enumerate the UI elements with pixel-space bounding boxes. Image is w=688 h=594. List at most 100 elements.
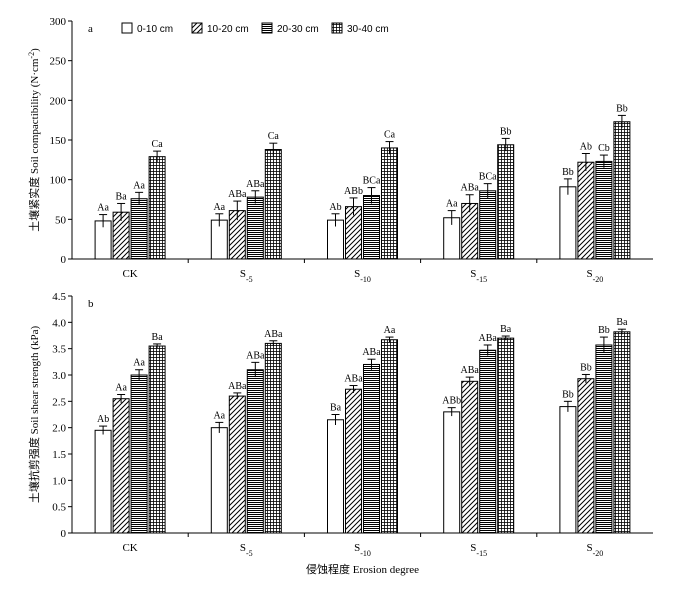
significance-label: Ca: [152, 139, 164, 150]
significance-label: ABa: [228, 381, 247, 392]
x-tick-label: CK: [122, 542, 137, 554]
x-tick-label: S-10: [354, 268, 371, 284]
bar: [613, 121, 631, 260]
significance-label: ABa: [461, 183, 480, 194]
significance-label: ABb: [344, 186, 363, 197]
bar: [148, 345, 166, 534]
y-tick-label: 250: [50, 56, 67, 68]
significance-label: Aa: [213, 410, 225, 421]
y-tick-label: 150: [50, 135, 67, 147]
significance-label: Bb: [616, 103, 628, 114]
x-tick-label: S-10: [354, 542, 371, 558]
bar: [112, 398, 130, 534]
bar: [130, 374, 148, 534]
x-tick-label: CK: [122, 268, 137, 280]
significance-label: Aa: [213, 202, 225, 213]
bar: [210, 427, 228, 534]
panel-label: b: [88, 298, 94, 310]
significance-label: Aa: [133, 180, 145, 191]
x-axis-title: 侵蚀程度 Erosion degree: [306, 562, 419, 576]
significance-label: Bb: [598, 325, 610, 336]
significance-label: BCa: [363, 176, 381, 187]
bar: [497, 337, 515, 534]
bar: [559, 186, 577, 260]
significance-label: ABa: [264, 329, 283, 340]
significance-label: Ba: [330, 403, 342, 414]
significance-label: Ab: [580, 141, 592, 152]
significance-label: Aa: [384, 325, 396, 336]
chart-panel-a: 0 50 100 150 200 250 300 a 土壤紧实度 Soil compactibi…: [27, 16, 653, 284]
significance-label: Aa: [133, 358, 145, 369]
significance-label: ABa: [228, 189, 247, 200]
significance-label: ABa: [461, 365, 480, 376]
y-tick-label: 2.0: [52, 423, 66, 435]
bar: [577, 161, 595, 260]
chart-panel-b: 0 0.5 1.0 1.5 2.0 2.5 3.0 3.5 4.0 4.5 b 土壤抗剪强度 Soil…: [27, 291, 653, 558]
bar: [246, 196, 264, 260]
significance-label: Ab: [329, 202, 341, 213]
x-tick-label: S-15: [470, 542, 487, 558]
bar: [461, 380, 479, 534]
significance-label: Aa: [97, 203, 109, 214]
significance-label: Bb: [500, 126, 512, 137]
bar: [363, 363, 380, 534]
significance-label: Ba: [116, 191, 128, 202]
y-tick-label: 0.5: [52, 502, 66, 514]
bar: [327, 419, 344, 534]
bar: [381, 339, 398, 534]
significance-label: Bb: [580, 362, 592, 373]
bar: [613, 331, 631, 534]
bar: [130, 198, 148, 260]
y-tick-label: 0: [61, 528, 67, 540]
y-tick-label: 1.0: [52, 475, 66, 487]
bar: [443, 411, 461, 534]
legend-swatch: [331, 22, 343, 34]
x-tick-label: S-5: [240, 542, 253, 558]
x-tick-label: S-15: [470, 268, 487, 284]
y-tick-label: 100: [50, 175, 67, 187]
bar: [94, 429, 112, 534]
significance-label: Ca: [268, 131, 280, 142]
y-tick-label: 4.5: [52, 291, 66, 303]
legend-swatch: [121, 22, 133, 34]
legend-label: 0-10 cm: [137, 24, 173, 35]
bar: [264, 342, 282, 534]
significance-label: Ca: [384, 130, 396, 141]
significance-label: Ab: [97, 414, 109, 425]
legend-label: 20-30 cm: [277, 24, 319, 35]
y-tick-label: 4.0: [52, 317, 66, 329]
legend-swatch: [261, 22, 273, 34]
y-axis-title: 土壤抗剪强度 Soil shear strength (kPa): [27, 326, 41, 504]
legend-label: 30-40 cm: [347, 24, 389, 35]
significance-label: Cb: [598, 143, 610, 154]
x-tick-label: S-5: [240, 268, 253, 284]
bar: [479, 349, 497, 534]
bar: [264, 149, 282, 260]
significance-label: ABa: [246, 350, 265, 361]
bar: [595, 344, 613, 534]
bar: [148, 156, 166, 260]
significance-label: ABb: [442, 396, 461, 407]
y-tick-label: 2.5: [52, 396, 66, 408]
legend-swatch: [191, 22, 203, 34]
y-tick-label: 200: [50, 95, 67, 107]
significance-label: Aa: [446, 199, 458, 210]
panel-label: a: [88, 23, 93, 35]
y-tick-label: 3.5: [52, 344, 66, 356]
significance-label: Bb: [562, 167, 574, 178]
bar: [246, 369, 264, 534]
bar: [345, 388, 362, 534]
bar: [381, 147, 398, 260]
legend-label: 10-20 cm: [207, 24, 249, 35]
significance-label: ABa: [479, 333, 498, 344]
significance-label: ABa: [344, 374, 363, 385]
bar: [497, 144, 515, 260]
x-tick-label: S-20: [587, 268, 604, 284]
y-tick-label: 3.0: [52, 370, 66, 382]
x-tick-label: S-20: [587, 542, 604, 558]
bar: [559, 406, 577, 534]
y-tick-label: 0: [61, 254, 67, 266]
bar: [363, 195, 380, 260]
bar: [228, 395, 246, 534]
